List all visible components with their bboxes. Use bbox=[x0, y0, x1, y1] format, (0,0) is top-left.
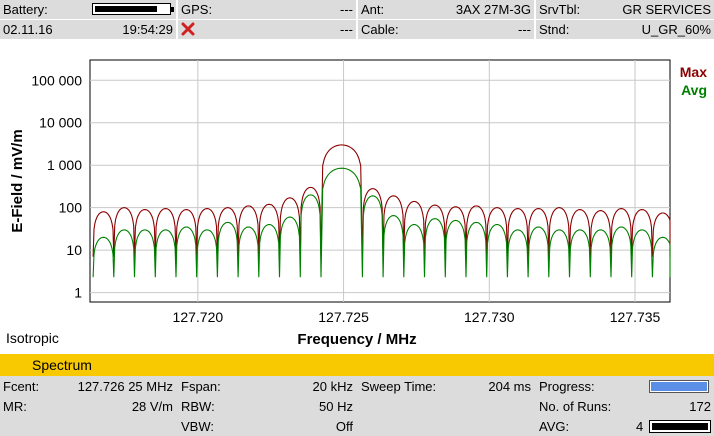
antenna-cell: Ant: 3AX 27M-3G bbox=[358, 0, 534, 19]
y-tick-label: 10 bbox=[66, 242, 82, 258]
legend-max[interactable]: Max bbox=[680, 64, 707, 80]
avg-label: AVG: bbox=[539, 419, 570, 434]
isotropic-note: Isotropic bbox=[6, 330, 59, 346]
srvtbl-value: GR SERVICES bbox=[622, 2, 711, 17]
avg-bar bbox=[649, 420, 711, 433]
fcent-cell[interactable]: Fcent: 127.726 25 MHz bbox=[0, 377, 176, 396]
x-tick-label: 127.735 bbox=[610, 309, 661, 325]
chart-traces bbox=[92, 144, 671, 278]
fspan-value: 20 kHz bbox=[312, 379, 353, 394]
vbw-cell[interactable]: VBW: Off bbox=[178, 417, 356, 436]
progress-fill bbox=[651, 382, 707, 391]
progress-label: Progress: bbox=[539, 379, 595, 394]
srvtbl-label: SrvTbl: bbox=[539, 2, 581, 17]
avg-bar-fill bbox=[652, 423, 708, 430]
fcent-label: Fcent: bbox=[3, 379, 40, 394]
sweep-label: Sweep Time: bbox=[361, 379, 437, 394]
runs-value: 172 bbox=[689, 399, 711, 414]
avg-cell[interactable]: AVG: 4 bbox=[536, 417, 714, 436]
rbw-value: 50 Hz bbox=[319, 399, 353, 414]
vbw-value: Off bbox=[335, 419, 353, 434]
battery-cell: Battery: bbox=[0, 0, 176, 19]
gps-status-cell: --- bbox=[178, 20, 356, 39]
x-tick-labels: 127.720 127.725 127.730 127.735 bbox=[173, 309, 661, 325]
rbw-label: RBW: bbox=[181, 399, 215, 414]
plot-area bbox=[89, 59, 671, 303]
trace-avg bbox=[92, 167, 671, 278]
mode-label: Spectrum bbox=[32, 357, 92, 373]
battery-label: Battery: bbox=[3, 2, 48, 17]
stnd-cell: Stnd: U_GR_60% bbox=[536, 20, 714, 39]
progress-bar bbox=[649, 380, 709, 393]
legend-avg[interactable]: Avg bbox=[681, 82, 707, 98]
battery-tip bbox=[171, 7, 174, 12]
mode-bar[interactable]: Spectrum bbox=[0, 354, 714, 376]
datetime-cell: 02.11.16 19:54:29 bbox=[0, 20, 176, 39]
cable-label: Cable: bbox=[361, 22, 399, 37]
x-axis-label: Frequency / MHz bbox=[297, 331, 416, 348]
stnd-label: Stnd: bbox=[539, 22, 570, 37]
ant-label: Ant: bbox=[361, 2, 385, 17]
time-text: 19:54:29 bbox=[122, 22, 173, 37]
gps-cell: GPS: --- bbox=[178, 0, 356, 19]
red-x-icon bbox=[181, 22, 195, 36]
y-tick-label: 1 bbox=[74, 285, 82, 301]
gps-value: --- bbox=[340, 2, 353, 17]
vbw-label: VBW: bbox=[181, 419, 214, 434]
ant-value: 3AX 27M-3G bbox=[455, 2, 531, 17]
sweep-cell[interactable]: Sweep Time: 204 ms bbox=[358, 377, 534, 396]
sweep-value: 204 ms bbox=[488, 379, 531, 394]
avg-value: 4 bbox=[636, 419, 644, 434]
y-tick-label: 100 bbox=[59, 200, 83, 216]
mr-label: MR: bbox=[3, 399, 27, 414]
runs-cell: No. of Runs: 172 bbox=[536, 397, 714, 416]
battery-indicator bbox=[92, 3, 171, 15]
fspan-cell[interactable]: Fspan: 20 kHz bbox=[178, 377, 356, 396]
y-tick-label: 100 000 bbox=[31, 72, 82, 88]
cable-value: --- bbox=[518, 22, 531, 37]
y-axis-label: E-Field / mV/m bbox=[9, 129, 26, 232]
x-tick-label: 127.725 bbox=[318, 309, 369, 325]
rbw-cell[interactable]: RBW: 50 Hz bbox=[178, 397, 356, 416]
y-tick-labels: 1 10 100 1 000 10 000 100 000 bbox=[31, 72, 82, 300]
mr-cell[interactable]: MR: 28 V/m bbox=[0, 397, 176, 416]
y-tick-label: 1 000 bbox=[47, 157, 82, 173]
x-tick-label: 127.730 bbox=[464, 309, 515, 325]
fspan-label: Fspan: bbox=[181, 379, 221, 394]
progress-cell: Progress: bbox=[536, 377, 714, 396]
chart-grid bbox=[89, 59, 671, 303]
srvtbl-cell: SrvTbl: GR SERVICES bbox=[536, 0, 714, 19]
gps-label: GPS: bbox=[181, 2, 213, 17]
date-text: 02.11.16 bbox=[3, 22, 53, 37]
stnd-value: U_GR_60% bbox=[641, 22, 711, 37]
runs-label: No. of Runs: bbox=[539, 399, 612, 414]
mr-value: 28 V/m bbox=[131, 399, 173, 414]
fcent-value: 127.726 25 MHz bbox=[77, 379, 173, 394]
cable-cell: Cable: --- bbox=[358, 20, 534, 39]
battery-fill bbox=[95, 6, 158, 12]
x-tick-label: 127.720 bbox=[173, 309, 224, 325]
y-tick-label: 10 000 bbox=[39, 115, 82, 131]
gps-second-value: --- bbox=[340, 22, 353, 37]
trace-max bbox=[92, 144, 671, 257]
